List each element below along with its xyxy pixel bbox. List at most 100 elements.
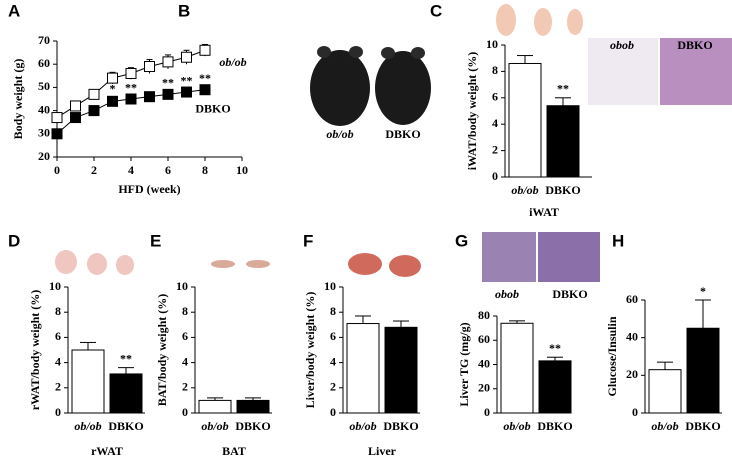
marker: [51, 128, 63, 140]
y-tick-label: 20: [478, 381, 490, 395]
y-tick-label: 0: [492, 169, 498, 183]
y-axis-label: iWAT/body weight (%): [465, 52, 479, 170]
y-tick-label: 8: [330, 304, 336, 318]
x-tick-label: 4: [128, 163, 134, 177]
y-tick-label: 10: [49, 279, 61, 293]
y-tick-label: 40: [478, 356, 490, 370]
bar: [198, 399, 232, 414]
y-tick-label: 60: [626, 292, 638, 306]
x-tick-label: ob/ob: [349, 419, 376, 433]
x-tick-label: ob/ob: [503, 419, 530, 433]
x-tick-label: DBKO: [537, 419, 572, 433]
series-label: ob/ob: [219, 55, 246, 69]
marker: [144, 61, 155, 73]
x-tick-label: DBKO: [383, 419, 418, 433]
significance: **: [162, 76, 174, 90]
marker: [107, 95, 118, 107]
y-tick-label: 2: [182, 380, 188, 394]
y-tick-label: 6: [330, 329, 336, 343]
marker: [162, 88, 174, 100]
image-label: DBKO: [677, 38, 712, 52]
bar: [236, 399, 270, 414]
panel-letter: D: [8, 231, 20, 250]
y-axis-label: BAT/body weight (%): [155, 294, 169, 406]
y-tick-label: 0: [330, 405, 336, 419]
y-tick-label: 8: [55, 304, 61, 318]
panel-letter: H: [612, 231, 624, 250]
image-label: DBKO: [552, 287, 587, 301]
y-tick-label: 0: [484, 405, 490, 419]
y-tick-label: 40: [626, 329, 638, 343]
series-label: DBKO: [195, 101, 230, 115]
image-label: ob/ob: [326, 127, 353, 141]
panel-letter: E: [150, 231, 161, 250]
y-tick-label: 6: [492, 90, 498, 104]
y-tick-label: 8: [492, 63, 498, 77]
y-tick-label: 0: [55, 405, 61, 419]
bar: [546, 105, 580, 178]
marker: [144, 91, 155, 103]
bar: [109, 373, 143, 414]
significance: **: [199, 71, 211, 85]
bar: [384, 326, 418, 414]
significance: **: [120, 351, 132, 365]
y-tick-label: 4: [330, 354, 336, 368]
x-tick-label: 8: [202, 163, 208, 177]
marker: [107, 72, 118, 84]
y-axis-label: Liver/body weight (%): [303, 292, 317, 409]
y-tick-label: 50: [38, 79, 50, 93]
bar: [686, 327, 720, 414]
image-label: DBKO: [385, 127, 420, 141]
iwat-photo: [496, 4, 732, 105]
panel-letter: G: [455, 231, 468, 250]
marker: [51, 112, 63, 124]
y-axis-label: rWAT/body weight (%): [28, 290, 42, 410]
x-tick-label: DBKO: [108, 419, 143, 433]
x-tick-label: DBKO: [545, 183, 580, 197]
x-axis-label: iWAT: [529, 205, 559, 219]
bar: [346, 323, 380, 414]
marker: [199, 44, 211, 56]
marker: [162, 56, 174, 68]
x-axis-label: Liver: [368, 444, 397, 458]
bar: [648, 369, 682, 414]
y-tick-label: 4: [182, 354, 188, 368]
x-tick-label: 6: [165, 163, 171, 177]
significance: **: [125, 80, 137, 94]
significance: **: [557, 82, 569, 96]
y-axis-label: Glucose/Insulin: [605, 316, 619, 396]
x-tick-label: ob/ob: [74, 419, 101, 433]
x-axis-label: BAT: [222, 444, 246, 458]
y-tick-label: 2: [330, 380, 336, 394]
bar: [71, 349, 105, 414]
significance: **: [549, 341, 561, 355]
y-tick-label: 20: [626, 367, 638, 381]
y-tick-label: 6: [182, 329, 188, 343]
marker: [70, 112, 81, 124]
marker: [181, 86, 192, 98]
panel-letter: C: [430, 1, 442, 20]
panel-letter: B: [178, 1, 190, 20]
tissue-photos: [55, 232, 600, 282]
x-tick-label: 10: [236, 163, 248, 177]
x-axis-label: HFD (week): [118, 182, 180, 196]
y-tick-label: 40: [38, 102, 50, 116]
y-axis-label: Body weight (g): [11, 59, 25, 140]
marker: [199, 84, 211, 96]
y-tick-label: 10: [324, 279, 336, 293]
y-tick-label: 10: [176, 279, 188, 293]
significance: *: [110, 81, 116, 95]
y-tick-label: 20: [38, 149, 50, 163]
panel-letter: A: [8, 1, 20, 20]
mice-photo: [310, 46, 431, 126]
y-tick-label: 0: [182, 405, 188, 419]
y-axis-label: Liver TG (mg/g): [457, 322, 471, 406]
x-tick-label: ob/ob: [511, 183, 538, 197]
image-label: obob: [495, 287, 519, 301]
y-tick-label: 6: [55, 329, 61, 343]
y-tick-label: 70: [38, 33, 50, 47]
bar: [500, 322, 534, 414]
marker: [88, 88, 100, 100]
y-tick-label: 30: [38, 126, 50, 140]
